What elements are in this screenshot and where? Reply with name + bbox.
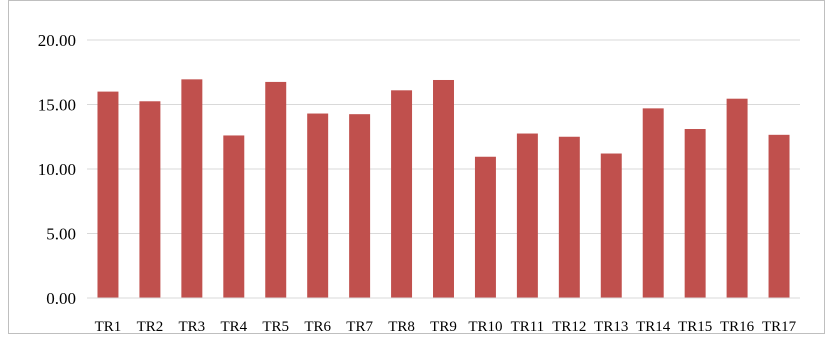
bar-tr11 — [516, 133, 538, 298]
bar-tr6 — [307, 113, 329, 298]
x-tick-label: TR14 — [636, 319, 671, 335]
x-tick-label: TR13 — [594, 319, 628, 335]
x-tick-label: TR12 — [552, 319, 586, 335]
bar-tr16 — [726, 98, 748, 298]
bar-tr8 — [391, 90, 413, 298]
x-tick-label: TR4 — [220, 319, 247, 335]
x-tick-label: TR15 — [678, 319, 712, 335]
bar-tr17 — [768, 134, 790, 298]
bar-tr9 — [433, 79, 454, 299]
bar-tr14 — [642, 108, 664, 299]
y-tick-label: 5.00 — [46, 225, 76, 244]
y-tick-label: 10.00 — [38, 160, 76, 179]
bar-tr7 — [349, 114, 371, 298]
bar-tr12 — [558, 136, 580, 298]
x-tick-label: TR7 — [346, 319, 373, 335]
x-tick-label: TR1 — [95, 319, 122, 335]
x-tick-label: TR5 — [262, 319, 289, 335]
bar-tr4 — [223, 135, 245, 298]
y-tick-label: 0.00 — [46, 289, 76, 308]
bar-tr15 — [684, 129, 706, 298]
x-tick-label: TR9 — [430, 319, 457, 335]
x-tick-label: TR6 — [304, 319, 331, 335]
x-tick-label: TR8 — [388, 319, 415, 335]
x-axis-tick-labels: TR1 TR2 TR3 TR4 TR5 TR6 TR7 TR8 TR9 TR10 TR11 TR12 T… — [95, 319, 797, 335]
bar-tr2 — [139, 101, 161, 299]
bar-tr13 — [600, 153, 622, 298]
x-tick-label: TR2 — [137, 319, 164, 335]
bar-tr1 — [97, 91, 119, 298]
x-tick-label: TR3 — [179, 319, 206, 335]
x-tick-label: TR10 — [468, 319, 502, 335]
y-axis-tick-labels: 0.00 5.00 10.00 15.00 20.00 — [38, 31, 76, 308]
bar-tr3 — [181, 79, 203, 298]
x-tick-label: TR17 — [762, 319, 797, 335]
y-tick-label: 20.00 — [38, 31, 76, 50]
x-tick-label: TR16 — [720, 319, 755, 335]
y-tick-label: 15.00 — [38, 96, 76, 115]
bar-tr5 — [265, 81, 287, 298]
x-tick-label: TR11 — [511, 319, 545, 335]
bars — [97, 79, 790, 299]
bar-tr10 — [474, 156, 496, 298]
